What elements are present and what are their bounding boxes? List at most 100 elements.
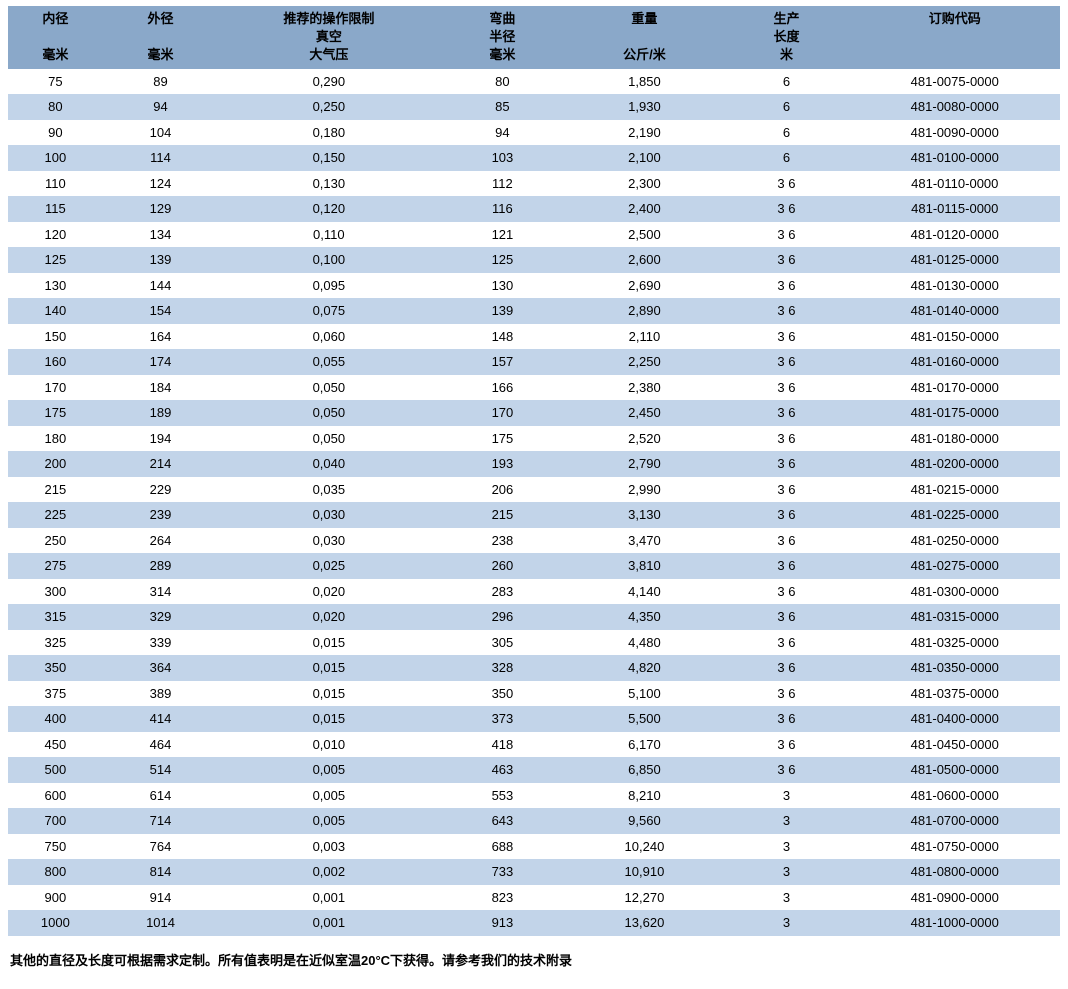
cell: 481-0900-0000 [850, 885, 1060, 911]
table-header: 内径 毫米外径 毫米推荐的操作限制真空大气压弯曲半径毫米重量 公斤/米生产长度米… [8, 6, 1060, 69]
cell: 134 [103, 222, 219, 248]
cell: 139 [103, 247, 219, 273]
table-body: 75890,290801,8506481-0075-000080940,2508… [8, 69, 1060, 936]
cell: 6,850 [566, 757, 724, 783]
cell: 0,020 [218, 604, 439, 630]
cell: 0,001 [218, 910, 439, 936]
cell: 481-0400-0000 [850, 706, 1060, 732]
cell: 329 [103, 604, 219, 630]
cell: 0,075 [218, 298, 439, 324]
cell: 100 [8, 145, 103, 171]
cell: 0,050 [218, 400, 439, 426]
cell: 3 6 [723, 706, 849, 732]
cell: 5,100 [566, 681, 724, 707]
cell: 85 [439, 94, 565, 120]
cell: 148 [439, 324, 565, 350]
cell: 3 6 [723, 630, 849, 656]
cell: 2,380 [566, 375, 724, 401]
cell: 414 [103, 706, 219, 732]
table-row: 80940,250851,9306481-0080-0000 [8, 94, 1060, 120]
cell: 481-0375-0000 [850, 681, 1060, 707]
cell: 364 [103, 655, 219, 681]
cell: 450 [8, 732, 103, 758]
cell: 375 [8, 681, 103, 707]
cell: 164 [103, 324, 219, 350]
cell: 124 [103, 171, 219, 197]
cell: 264 [103, 528, 219, 554]
cell: 481-0075-0000 [850, 69, 1060, 95]
cell: 481-0215-0000 [850, 477, 1060, 503]
cell: 0,290 [218, 69, 439, 95]
table-row: 3503640,0153284,8203 6481-0350-0000 [8, 655, 1060, 681]
cell: 3 6 [723, 171, 849, 197]
spec-table: 内径 毫米外径 毫米推荐的操作限制真空大气压弯曲半径毫米重量 公斤/米生产长度米… [8, 6, 1060, 936]
cell: 481-0170-0000 [850, 375, 1060, 401]
footnote-text: 其他的直径及长度可根据需求定制。所有值表明是在近似室温20°C下获得。请参考我们… [8, 950, 1060, 969]
cell: 90 [8, 120, 103, 146]
cell: 6 [723, 120, 849, 146]
table-row: 9009140,00182312,2703481-0900-0000 [8, 885, 1060, 911]
cell: 481-0080-0000 [850, 94, 1060, 120]
cell: 184 [103, 375, 219, 401]
cell: 6 [723, 145, 849, 171]
table-row: 1701840,0501662,3803 6481-0170-0000 [8, 375, 1060, 401]
cell: 0,050 [218, 375, 439, 401]
cell: 481-0315-0000 [850, 604, 1060, 630]
cell: 10,240 [566, 834, 724, 860]
table-row: 3253390,0153054,4803 6481-0325-0000 [8, 630, 1060, 656]
cell: 481-0300-0000 [850, 579, 1060, 605]
cell: 3 6 [723, 477, 849, 503]
cell: 115 [8, 196, 103, 222]
table-row: 901040,180942,1906481-0090-0000 [8, 120, 1060, 146]
table-row: 4504640,0104186,1703 6481-0450-0000 [8, 732, 1060, 758]
cell: 116 [439, 196, 565, 222]
cell: 13,620 [566, 910, 724, 936]
cell: 914 [103, 885, 219, 911]
cell: 0,100 [218, 247, 439, 273]
cell: 0,110 [218, 222, 439, 248]
cell: 94 [103, 94, 219, 120]
table-row: 1151290,1201162,4003 6481-0115-0000 [8, 196, 1060, 222]
cell: 2,250 [566, 349, 724, 375]
cell: 260 [439, 553, 565, 579]
col-header-0: 内径 毫米 [8, 6, 103, 69]
table-row: 3153290,0202964,3503 6481-0315-0000 [8, 604, 1060, 630]
cell: 1,850 [566, 69, 724, 95]
cell: 389 [103, 681, 219, 707]
cell: 2,990 [566, 477, 724, 503]
cell: 3 6 [723, 273, 849, 299]
cell: 80 [439, 69, 565, 95]
cell: 283 [439, 579, 565, 605]
cell: 140 [8, 298, 103, 324]
cell: 175 [439, 426, 565, 452]
cell: 2,450 [566, 400, 724, 426]
cell: 400 [8, 706, 103, 732]
cell: 0,050 [218, 426, 439, 452]
table-row: 7507640,00368810,2403481-0750-0000 [8, 834, 1060, 860]
cell: 238 [439, 528, 565, 554]
cell: 481-0110-0000 [850, 171, 1060, 197]
cell: 481-0800-0000 [850, 859, 1060, 885]
cell: 0,020 [218, 579, 439, 605]
cell: 0,005 [218, 757, 439, 783]
cell: 3 [723, 859, 849, 885]
table-row: 2502640,0302383,4703 6481-0250-0000 [8, 528, 1060, 554]
cell: 2,690 [566, 273, 724, 299]
table-row: 8008140,00273310,9103481-0800-0000 [8, 859, 1060, 885]
table-row: 1201340,1101212,5003 6481-0120-0000 [8, 222, 1060, 248]
cell: 300 [8, 579, 103, 605]
cell: 0,005 [218, 808, 439, 834]
cell: 643 [439, 808, 565, 834]
cell: 6 [723, 69, 849, 95]
cell: 3 6 [723, 553, 849, 579]
cell: 750 [8, 834, 103, 860]
cell: 0,060 [218, 324, 439, 350]
cell: 125 [439, 247, 565, 273]
cell: 10,910 [566, 859, 724, 885]
table-row: 4004140,0153735,5003 6481-0400-0000 [8, 706, 1060, 732]
cell: 75 [8, 69, 103, 95]
cell: 3 6 [723, 579, 849, 605]
cell: 481-0090-0000 [850, 120, 1060, 146]
cell: 481-1000-0000 [850, 910, 1060, 936]
cell: 350 [439, 681, 565, 707]
